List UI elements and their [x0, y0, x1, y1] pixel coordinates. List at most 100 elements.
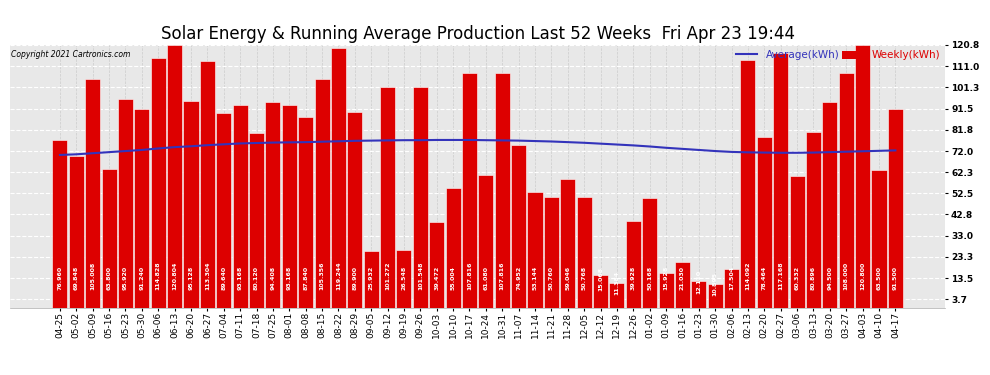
Bar — [396, 250, 412, 308]
Text: 63.800: 63.800 — [107, 266, 112, 290]
Text: 78.464: 78.464 — [762, 266, 767, 290]
Text: 107.816: 107.816 — [500, 262, 505, 290]
Text: 53.144: 53.144 — [533, 266, 538, 290]
Text: 50.768: 50.768 — [582, 266, 587, 290]
Text: 26.548: 26.548 — [402, 266, 407, 290]
Bar — [560, 179, 575, 308]
Text: 117.168: 117.168 — [778, 261, 783, 290]
Text: 76.960: 76.960 — [57, 266, 62, 290]
Bar — [446, 188, 460, 308]
Bar — [756, 137, 772, 308]
Bar — [315, 78, 330, 308]
Text: 93.168: 93.168 — [238, 266, 243, 290]
Text: 101.548: 101.548 — [418, 262, 423, 290]
Bar — [871, 170, 886, 308]
Text: 10.895: 10.895 — [713, 272, 718, 296]
Bar — [249, 134, 264, 308]
Bar — [855, 45, 870, 308]
Text: 63.500: 63.500 — [876, 266, 881, 290]
Text: 120.804: 120.804 — [172, 262, 177, 290]
Text: 94.408: 94.408 — [270, 266, 275, 290]
Bar — [413, 87, 428, 308]
Text: 95.128: 95.128 — [188, 266, 193, 290]
Bar — [282, 105, 297, 308]
Bar — [593, 275, 608, 308]
Bar — [839, 73, 853, 308]
Text: 94.500: 94.500 — [828, 266, 833, 290]
Bar — [806, 132, 821, 308]
Text: 21.030: 21.030 — [680, 266, 685, 290]
Bar — [888, 109, 903, 308]
Text: 39.928: 39.928 — [631, 266, 636, 290]
Text: 113.304: 113.304 — [205, 262, 210, 290]
Bar — [265, 102, 280, 308]
Text: 105.356: 105.356 — [320, 262, 325, 290]
Text: 105.008: 105.008 — [90, 262, 95, 290]
Bar — [298, 117, 313, 308]
Text: 60.332: 60.332 — [795, 266, 800, 290]
Text: 80.120: 80.120 — [254, 266, 259, 290]
Bar — [430, 222, 445, 308]
Bar — [347, 112, 362, 308]
Text: 50.168: 50.168 — [647, 266, 652, 290]
Bar — [626, 221, 641, 308]
Text: 12.110: 12.110 — [696, 270, 701, 294]
Bar — [610, 283, 625, 308]
Bar — [544, 197, 559, 308]
Text: 15.068: 15.068 — [598, 267, 603, 291]
Text: 95.920: 95.920 — [123, 266, 128, 290]
Bar — [167, 45, 182, 308]
Text: 89.900: 89.900 — [352, 266, 357, 290]
Text: 114.828: 114.828 — [155, 261, 160, 290]
Bar — [331, 48, 346, 308]
Bar — [790, 176, 805, 308]
Bar — [233, 105, 248, 308]
Text: 55.004: 55.004 — [450, 266, 455, 290]
Bar — [478, 175, 493, 308]
Text: 50.760: 50.760 — [548, 266, 553, 290]
Text: 11.384: 11.384 — [615, 271, 620, 295]
Title: Solar Energy & Running Average Production Last 52 Weeks  Fri Apr 23 19:44: Solar Energy & Running Average Productio… — [160, 26, 795, 44]
Text: 87.840: 87.840 — [303, 266, 308, 290]
Text: 91.500: 91.500 — [893, 266, 898, 290]
Bar — [643, 198, 657, 308]
Bar — [85, 80, 100, 308]
Bar — [658, 273, 673, 308]
Text: 59.046: 59.046 — [565, 266, 570, 290]
Bar — [741, 60, 755, 308]
Bar — [363, 251, 379, 308]
Bar — [773, 53, 788, 307]
Bar — [69, 156, 84, 308]
Text: 93.168: 93.168 — [287, 266, 292, 290]
Text: 15.928: 15.928 — [663, 266, 668, 290]
Text: 101.272: 101.272 — [385, 262, 390, 290]
Bar — [52, 140, 67, 308]
Bar — [528, 192, 543, 308]
Bar — [183, 101, 199, 308]
Bar — [216, 113, 232, 308]
Bar — [511, 145, 526, 308]
Bar — [691, 281, 706, 308]
Bar — [708, 284, 723, 308]
Text: 108.000: 108.000 — [843, 262, 848, 290]
Text: 17.504: 17.504 — [729, 266, 734, 290]
Text: 74.952: 74.952 — [516, 266, 521, 290]
Bar — [462, 73, 477, 308]
Text: 120.800: 120.800 — [860, 262, 865, 290]
Bar — [495, 73, 510, 308]
Text: 119.244: 119.244 — [336, 261, 341, 290]
Bar — [823, 102, 838, 308]
Text: 89.640: 89.640 — [222, 266, 227, 290]
Text: 25.932: 25.932 — [368, 266, 373, 290]
Text: 80.896: 80.896 — [811, 266, 816, 290]
Bar — [102, 169, 117, 308]
Bar — [200, 61, 215, 308]
Text: 39.472: 39.472 — [435, 266, 440, 290]
Bar — [576, 197, 592, 308]
Bar — [675, 262, 690, 308]
Text: 61.080: 61.080 — [483, 266, 488, 290]
Text: 114.092: 114.092 — [745, 262, 750, 290]
Bar — [724, 270, 740, 308]
Text: 69.848: 69.848 — [74, 266, 79, 290]
Bar — [135, 109, 149, 307]
